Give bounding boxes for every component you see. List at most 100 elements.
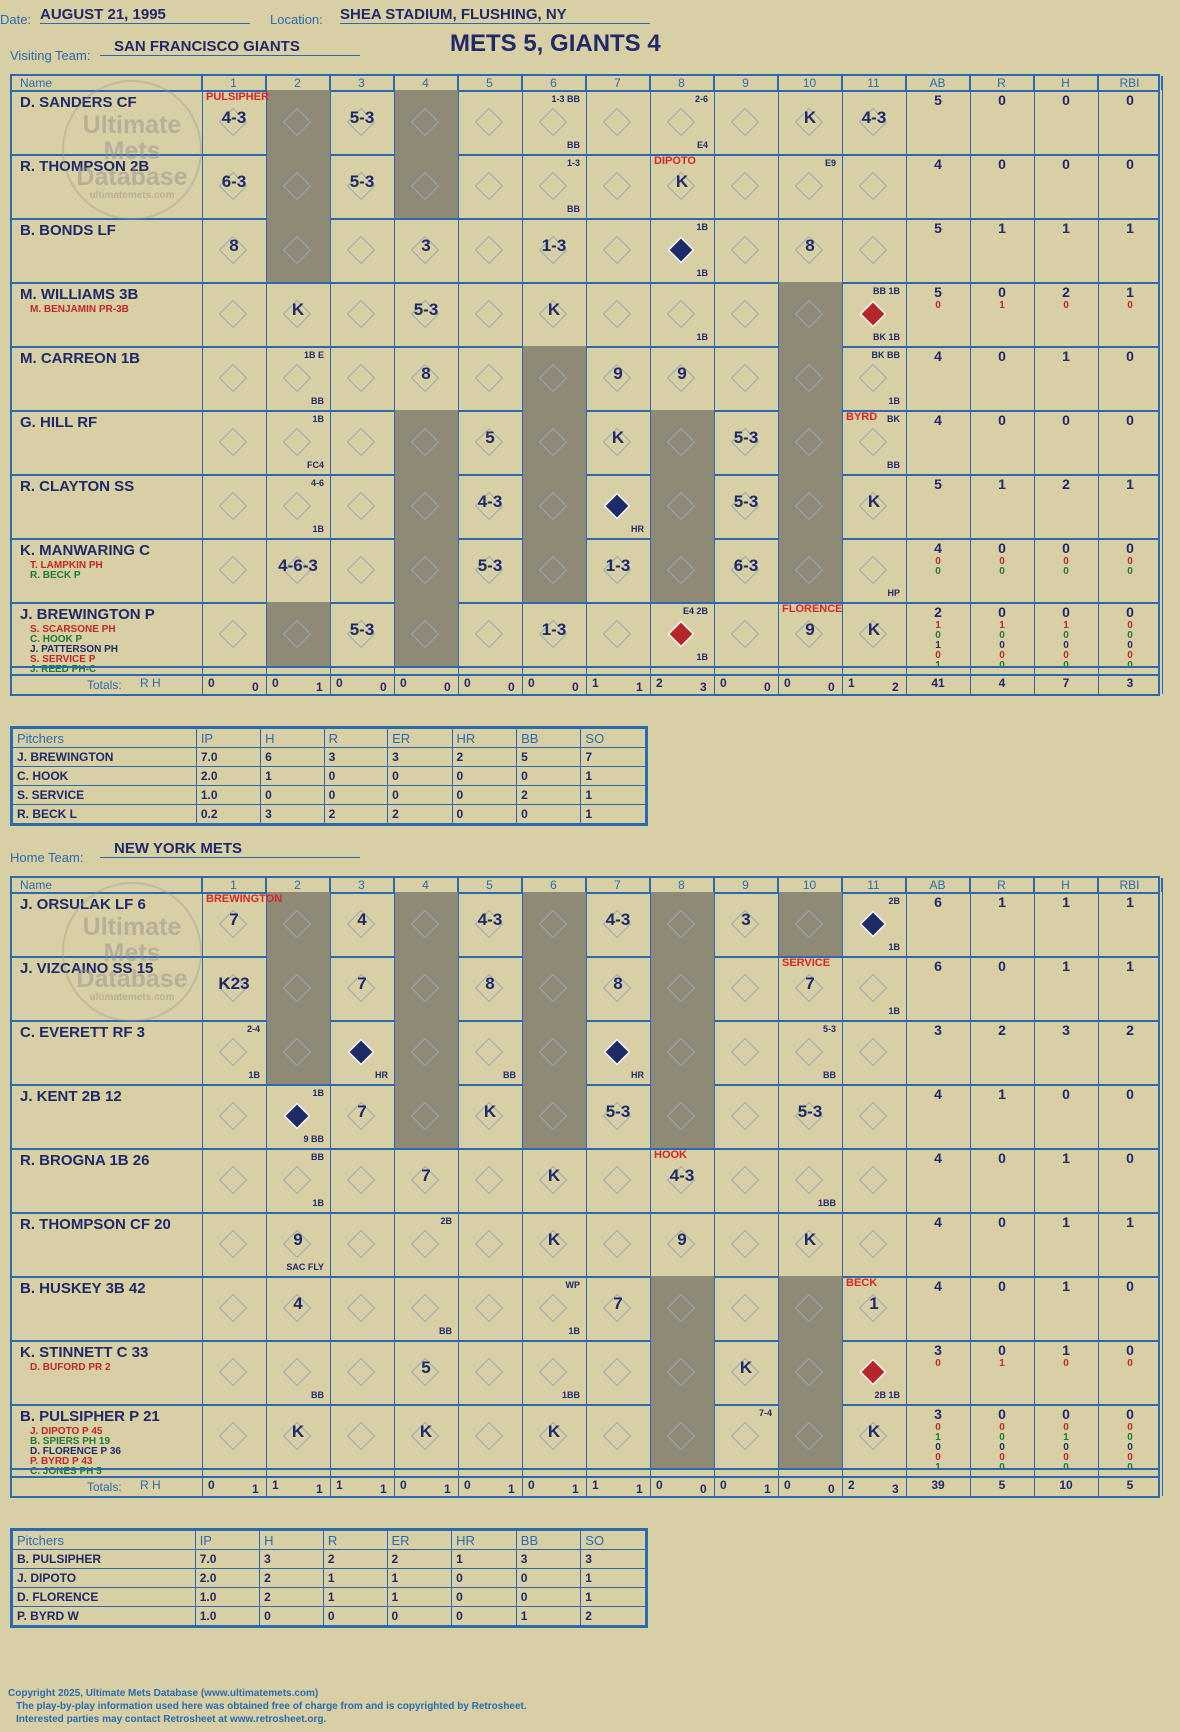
visitors-column-line bbox=[842, 76, 843, 694]
home-totals-label: Totals: bbox=[87, 1480, 122, 1494]
home-substitute-name: B. SPIERS PH 19 bbox=[30, 1436, 111, 1447]
visitors-play-result: 5 bbox=[485, 428, 495, 447]
visitors-sub-stat: 0 bbox=[935, 566, 941, 577]
home-batter-stat: 1 bbox=[1062, 894, 1070, 910]
home-play-result: K bbox=[419, 1422, 433, 1441]
visitors-inning-runs: 1 bbox=[592, 676, 599, 690]
home-at-bat-cell bbox=[266, 1020, 330, 1084]
home-at-bat-cell bbox=[586, 1404, 650, 1468]
home-sub-stat: 0 bbox=[1127, 1462, 1133, 1473]
home-base-diamond bbox=[218, 1421, 248, 1451]
home-base-diamond bbox=[410, 909, 440, 939]
home-base-diamond bbox=[666, 1421, 696, 1451]
home-at-bat-cell bbox=[202, 1404, 266, 1468]
home-pitcher-cell: 0 bbox=[386, 1606, 453, 1626]
home-base-diamond bbox=[538, 909, 568, 939]
home-batter-stat: 1 bbox=[1062, 958, 1070, 974]
visitors-base-diamond bbox=[858, 555, 888, 585]
home-play-result: K bbox=[547, 1230, 561, 1249]
visitors-pitcher-header: R bbox=[323, 728, 389, 748]
visitors-column-line bbox=[586, 76, 587, 694]
home-pitcher-header: ER bbox=[386, 1530, 453, 1550]
home-pitcher-cell: 3 bbox=[580, 1549, 646, 1569]
home-base-diamond bbox=[410, 1101, 440, 1131]
home-at-bat-cell: K bbox=[266, 1404, 330, 1468]
home-batter-name: J. KENT 2B 12 bbox=[20, 1088, 122, 1105]
visitors-pitcher-cell: J. BREWINGTON bbox=[12, 747, 197, 767]
visitors-play-result: 5-3 bbox=[477, 556, 503, 575]
visitors-sub-stat: 0 bbox=[999, 660, 1005, 671]
visitors-at-bat-cell bbox=[266, 90, 330, 154]
home-base-diamond bbox=[474, 1357, 504, 1387]
home-base-diamond bbox=[730, 1421, 760, 1451]
home-column-line bbox=[970, 878, 971, 1496]
visitors-sub-stat: 0 bbox=[935, 300, 941, 311]
location-label: Location: bbox=[270, 12, 323, 27]
date-value: AUGUST 21, 1995 bbox=[40, 6, 250, 24]
home-pitcher-header: H bbox=[259, 1530, 324, 1550]
home-batter-stat: 0 bbox=[998, 1150, 1006, 1166]
home-sub-stat: 0 bbox=[1063, 1358, 1069, 1369]
home-batter-name: B. HUSKEY 3B 42 bbox=[20, 1280, 146, 1297]
visitors-base-diamond bbox=[794, 555, 824, 585]
home-batter-stat: 4 bbox=[934, 1150, 942, 1166]
visitors-base-diamond bbox=[858, 427, 888, 457]
home-at-bat-cell: BB bbox=[394, 1276, 458, 1340]
home-base-diamond bbox=[282, 1101, 312, 1131]
visitors-base-diamond bbox=[858, 171, 888, 201]
visitors-substitute-name: R. BECK P bbox=[30, 570, 81, 581]
home-base-diamond bbox=[346, 1293, 376, 1323]
visitors-sub-stat: 1 bbox=[935, 620, 941, 631]
home-base-diamond bbox=[730, 1229, 760, 1259]
visitors-play-note: 2-6 bbox=[694, 94, 708, 104]
home-at-bat-cell: K23 bbox=[202, 956, 266, 1020]
visitors-base-diamond bbox=[282, 427, 312, 457]
visitors-pitcher-cell: 1 bbox=[580, 766, 646, 786]
visitors-at-bat-cell: 5-3 bbox=[714, 410, 778, 474]
footer-contact: Interested parties may contact Retroshee… bbox=[16, 1714, 327, 1725]
visitors-substitute-name: J. PATTERSON PH bbox=[30, 644, 118, 655]
home-base-diamond bbox=[410, 1037, 440, 1067]
visitors-pitching-change: BYRD bbox=[846, 411, 878, 423]
home-at-bat-cell bbox=[714, 1212, 778, 1276]
visitors-pitcher-header: HR bbox=[451, 728, 518, 748]
visitors-at-bat-cell bbox=[650, 410, 714, 474]
home-inning-hits: 0 bbox=[700, 1482, 707, 1496]
home-column-line bbox=[394, 878, 395, 1496]
home-at-bat-cell: K bbox=[522, 1212, 586, 1276]
visitors-pitcher-cell: 7.0 bbox=[195, 747, 262, 767]
visitors-at-bat-cell: K bbox=[650, 154, 714, 218]
home-pitcher-cell: D. FLORENCE bbox=[12, 1587, 196, 1607]
visitors-column-line bbox=[1098, 76, 1099, 694]
visitors-at-bat-cell: 1-3 BB BB bbox=[522, 90, 586, 154]
visitors-pitcher-cell: 1 bbox=[580, 804, 646, 824]
visitors-total-stat: 7 bbox=[1062, 676, 1070, 690]
home-at-bat-cell bbox=[842, 1020, 906, 1084]
home-base-diamond bbox=[602, 1421, 632, 1451]
visitors-play-note: 1B bbox=[696, 222, 708, 232]
visitors-inning-runs: 1 bbox=[848, 676, 855, 690]
visitors-total-stat: 4 bbox=[998, 676, 1006, 690]
visitors-at-bat-cell bbox=[714, 346, 778, 410]
home-at-bat-cell: 1BB bbox=[522, 1340, 586, 1404]
home-play-result: 7 bbox=[613, 1294, 623, 1313]
home-play-result: 1 bbox=[869, 1294, 879, 1313]
home-column-line bbox=[266, 878, 267, 1496]
home-play-result: 5-3 bbox=[605, 1102, 631, 1121]
home-inning-header: 7 bbox=[586, 878, 650, 892]
home-base-diamond bbox=[538, 1101, 568, 1131]
home-play-result: 9 bbox=[677, 1230, 687, 1249]
home-batter-stat: 1 bbox=[1126, 894, 1134, 910]
visitors-sub-stat: 0 bbox=[1063, 556, 1069, 567]
visitors-batter-stat: 0 bbox=[1062, 540, 1070, 556]
visitors-column-line bbox=[458, 76, 459, 694]
visitors-at-bat-cell: 9 bbox=[586, 346, 650, 410]
home-at-bat-cell bbox=[458, 1340, 522, 1404]
home-inning-hits: 1 bbox=[444, 1482, 451, 1496]
home-play-note: 1B bbox=[888, 1006, 900, 1016]
visitors-at-bat-cell bbox=[394, 410, 458, 474]
visitors-pitcher-cell: 2 bbox=[387, 804, 453, 824]
visitors-watermark: Ultimate Mets Database ultimatemets.com bbox=[62, 80, 202, 220]
home-sub-stat: 0 bbox=[1127, 1422, 1133, 1433]
visitors-inning-runs: 0 bbox=[528, 676, 535, 690]
